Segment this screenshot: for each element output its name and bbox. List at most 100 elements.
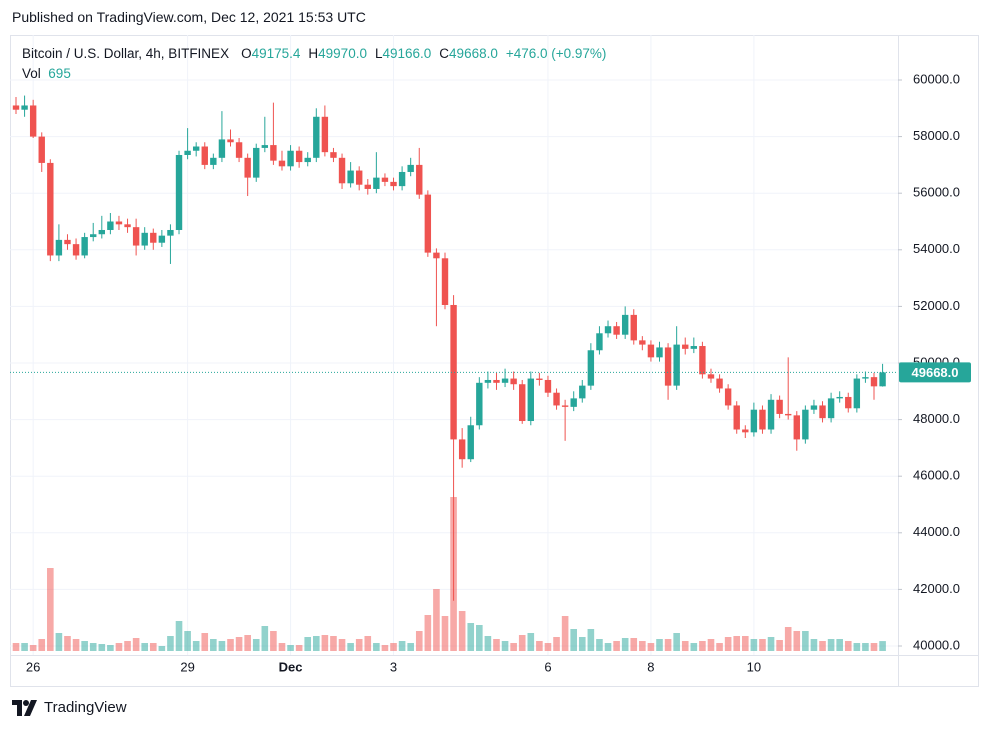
candle-body (416, 164, 423, 195)
candle-body (707, 374, 715, 379)
candle-body (484, 379, 492, 383)
candle-body (356, 170, 363, 185)
candle-body (716, 378, 723, 389)
candle-body (836, 396, 843, 399)
candle-body (192, 146, 200, 151)
volume-bar (493, 639, 500, 651)
legend-row: Bitcoin / U.S. Dollar, 4h, BITFINEX O4917… (22, 44, 614, 64)
volume-bar (742, 636, 749, 651)
volume-bar (690, 643, 698, 651)
volume-bar (441, 616, 449, 651)
volume-bar (844, 641, 852, 651)
volume-bar (98, 644, 106, 651)
volume-bar (870, 643, 878, 651)
candle-body (827, 398, 835, 419)
candle-body (167, 229, 174, 236)
volume-bar (570, 629, 577, 651)
volume-bar (158, 646, 166, 651)
volume-bar (544, 643, 552, 651)
candle-body (261, 145, 269, 148)
candle-body (870, 377, 878, 387)
candle-body (510, 378, 517, 385)
candle-body (767, 399, 775, 430)
candle-body (750, 409, 758, 433)
candle-body (107, 221, 114, 230)
candle-body (879, 372, 886, 387)
y-tick-label: 44000.0 (913, 524, 960, 539)
x-tick-label: Dec (279, 659, 303, 674)
candle-body (12, 105, 20, 110)
volume-bar (518, 635, 526, 651)
candle-body (278, 160, 286, 167)
candle-body (29, 105, 37, 137)
volume-bar (295, 645, 303, 651)
candle-body (647, 344, 655, 358)
candle-body (218, 139, 226, 158)
candles (12, 95, 886, 601)
volume-bar (415, 631, 423, 651)
volume-bar (124, 641, 131, 651)
volume-bar (407, 643, 414, 651)
volume-bar (244, 635, 251, 651)
candle-body (21, 105, 28, 110)
candle-body (295, 150, 303, 163)
volume-bar (107, 645, 114, 651)
ohlc-value: 49970.0 (318, 46, 367, 61)
ohlc-value: 49175.4 (251, 46, 301, 61)
volume-bar (827, 639, 835, 651)
volume-bar (287, 645, 294, 651)
volume-bar (433, 589, 440, 651)
volume-bar (304, 637, 312, 651)
ohlc-value: 49166.0 (382, 46, 432, 61)
y-tick-label: 60000.0 (913, 71, 960, 86)
candle-body (544, 379, 552, 393)
volume-bar (38, 639, 46, 651)
candle-body (587, 350, 595, 386)
candle-body (802, 409, 809, 440)
candle-body (699, 346, 706, 375)
volume-bar (819, 641, 826, 651)
volume-bar (235, 637, 243, 651)
volume-bar (321, 635, 329, 651)
volume-bar (381, 645, 389, 651)
volume-bar (647, 643, 655, 651)
candle-body (621, 314, 629, 335)
symbol: Bitcoin / U.S. Dollar, 4h, BITFINEX (22, 46, 230, 61)
volume-bar (510, 643, 517, 651)
volume-bar (201, 633, 209, 651)
footer: TradingView (12, 699, 127, 716)
candle-body (853, 378, 861, 409)
volume-bar (604, 643, 612, 651)
candle-body (98, 229, 105, 235)
candle-body (493, 379, 500, 383)
candle-body (570, 398, 577, 407)
candle-body (862, 377, 869, 379)
y-tick-label: 48000.0 (913, 411, 960, 426)
volume-bar (278, 643, 286, 651)
volume-bar (55, 633, 63, 651)
candle-body (724, 388, 732, 406)
candle-body (673, 344, 680, 386)
x-tick-label: 8 (647, 659, 654, 674)
logo (12, 699, 37, 716)
volume-bar (810, 639, 818, 651)
candle-body (158, 235, 166, 243)
x-tick-label: 3 (390, 659, 397, 674)
candle-body (115, 221, 123, 225)
volume-bar (89, 643, 97, 651)
legend-row: Vol 695 (22, 64, 614, 84)
volume-bar (862, 643, 869, 651)
volume-bar (330, 636, 337, 651)
volume-bar (218, 641, 226, 651)
volume-pane (12, 497, 886, 651)
volume-bar (724, 637, 732, 651)
volume-bar (424, 615, 432, 651)
volume-bar (132, 638, 140, 651)
volume-bar (759, 639, 766, 651)
candle-body (338, 157, 346, 184)
volume-bar (141, 643, 148, 651)
candle-body (441, 258, 449, 305)
volume-bar (699, 641, 706, 651)
volume-bar (879, 641, 886, 651)
y-tick-label: 40000.0 (913, 637, 960, 652)
